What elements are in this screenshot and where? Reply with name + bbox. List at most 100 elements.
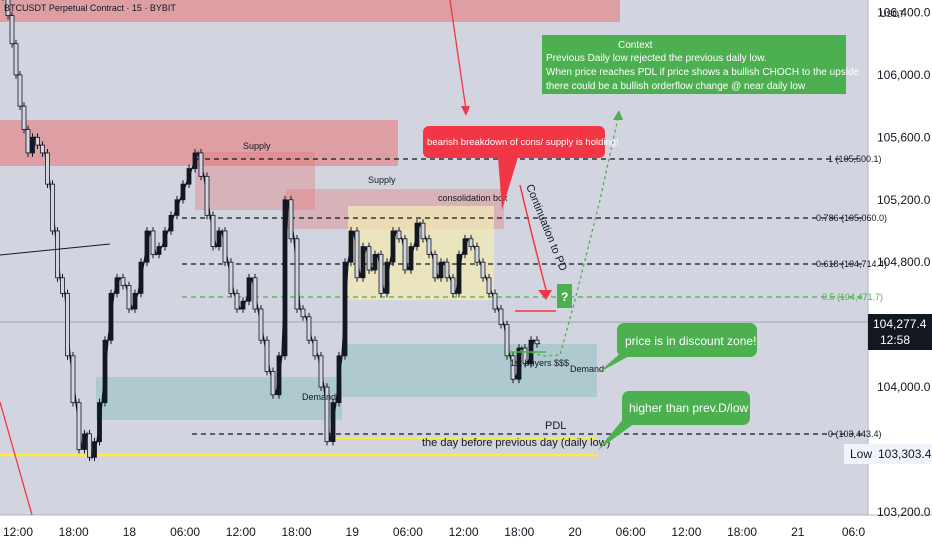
candle-body [438,261,444,279]
fib-lines: 1 (105,500.1) 0.786 (105,060.0) 0.618 (1… [182,154,887,439]
fib-label-0618: 0.618 (104,714.4) [816,259,887,269]
candle-body [132,292,138,310]
candle-body [498,308,504,326]
candle-body [228,261,234,294]
red-line-left [0,401,33,516]
candle-body [180,183,186,201]
candle-body [444,261,450,279]
candle-body [45,152,50,185]
candle-body [174,199,180,216]
current-price-tag [868,314,932,350]
candle-body [222,230,228,263]
time-tick-label: 18:00 [59,525,89,539]
candle-body [276,355,282,396]
bearish-callout-text: bearish breakdown of cons/ supply is hol… [427,137,619,148]
price-tick-label: 104,800.0 [877,255,931,269]
candle-body [65,292,70,357]
candle-body [270,371,276,396]
context-line-2: When price reaches PDL if price shows a … [546,67,860,78]
question-box [557,284,572,308]
price-axis[interactable] [868,0,932,515]
candle-body [300,308,306,318]
candle-body [35,136,40,146]
candle-body [318,355,324,388]
day-before-label: the day before previous day (daily low) [422,437,610,449]
candle-body [156,246,162,255]
higher-text: higher than prev.D/low [629,401,749,415]
candle-body [264,339,270,372]
candle-body [522,347,528,365]
supply-label-1: Supply [243,141,271,151]
candle-body [120,277,126,286]
candle-body [168,214,174,232]
candle-body [5,0,11,17]
candle-body [348,230,354,263]
price-tick-label: 106,400.0 [877,5,931,19]
candle-body [234,292,240,310]
context-line-1: Previous Daily low rejected the previous… [546,53,767,64]
candle-body [210,214,216,247]
consolidation-box [348,206,494,300]
fib-label-1: 1 (105,500.1) [828,154,882,164]
demand-zone-right [342,344,597,397]
time-ticks: 12:00 18:00 18 06:00 12:00 18:00 19 06:00 12:00 1… [3,525,866,539]
candle-body [468,238,474,247]
candle-body [97,402,102,443]
candle-body [366,246,372,271]
supply-zone-top [0,0,620,22]
candle-body [204,175,210,216]
candle-body [450,277,456,294]
candle-body [150,230,156,255]
time-tick-label: 18:00 [281,525,311,539]
price-tick-label: 106,000.0 [877,68,931,82]
candle-body [378,253,384,294]
consolidation-label: consolidation box [438,193,508,203]
low-tag [844,444,932,464]
candle-body [360,246,366,279]
candle-body [60,277,65,294]
candle-body [474,246,480,263]
candle-body [252,277,258,310]
time-tick-label: 12:00 [449,525,479,539]
candle-body [114,277,120,294]
demand-label-2: Demand [570,364,604,374]
candle-body [70,355,76,404]
candle-body [414,222,420,247]
candle-body [55,230,60,279]
pdl-label: PDL [545,420,566,432]
candle-body [87,433,92,458]
candle-body [306,316,312,341]
price-tick-label: 105,200.0 [877,193,931,207]
time-tick-label: 18:00 [727,525,757,539]
chart-title: BTCUSDT Perpetual Contract · 15 · BYBIT [4,3,176,13]
current-price-value: 104,277.4 [873,317,927,331]
price-tick-label: 103,200.0 [877,505,931,519]
demand-zone-left [96,377,342,420]
candle-body [330,402,336,443]
candle-body [390,230,396,263]
low-label: Low [850,447,872,461]
higher-callout: higher than prev.D/low [598,391,750,450]
time-tick-label: 12:00 [3,525,33,539]
time-tick-label: 06:0 [842,525,866,539]
discount-text: price is in discount zone! [625,334,756,348]
price-axis-currency: USDT [880,9,905,19]
candle-body [342,261,348,357]
time-tick-label: 12:00 [226,525,256,539]
time-axis[interactable] [0,515,932,550]
candle-body [432,253,438,279]
context-box: Context Previous Daily low rejected the … [542,35,860,94]
time-tick-label: 06:00 [616,525,646,539]
candle-body [408,246,414,271]
candle-body [216,230,222,247]
candle-body [240,300,246,310]
candle-body [17,74,23,107]
candle-body [294,238,300,310]
candle-body [108,292,114,341]
time-tick-label: 19 [346,525,360,539]
candle-body [198,152,204,177]
time-tick-label: 20 [568,525,582,539]
candle-body [144,230,150,263]
trend-line [0,243,111,256]
